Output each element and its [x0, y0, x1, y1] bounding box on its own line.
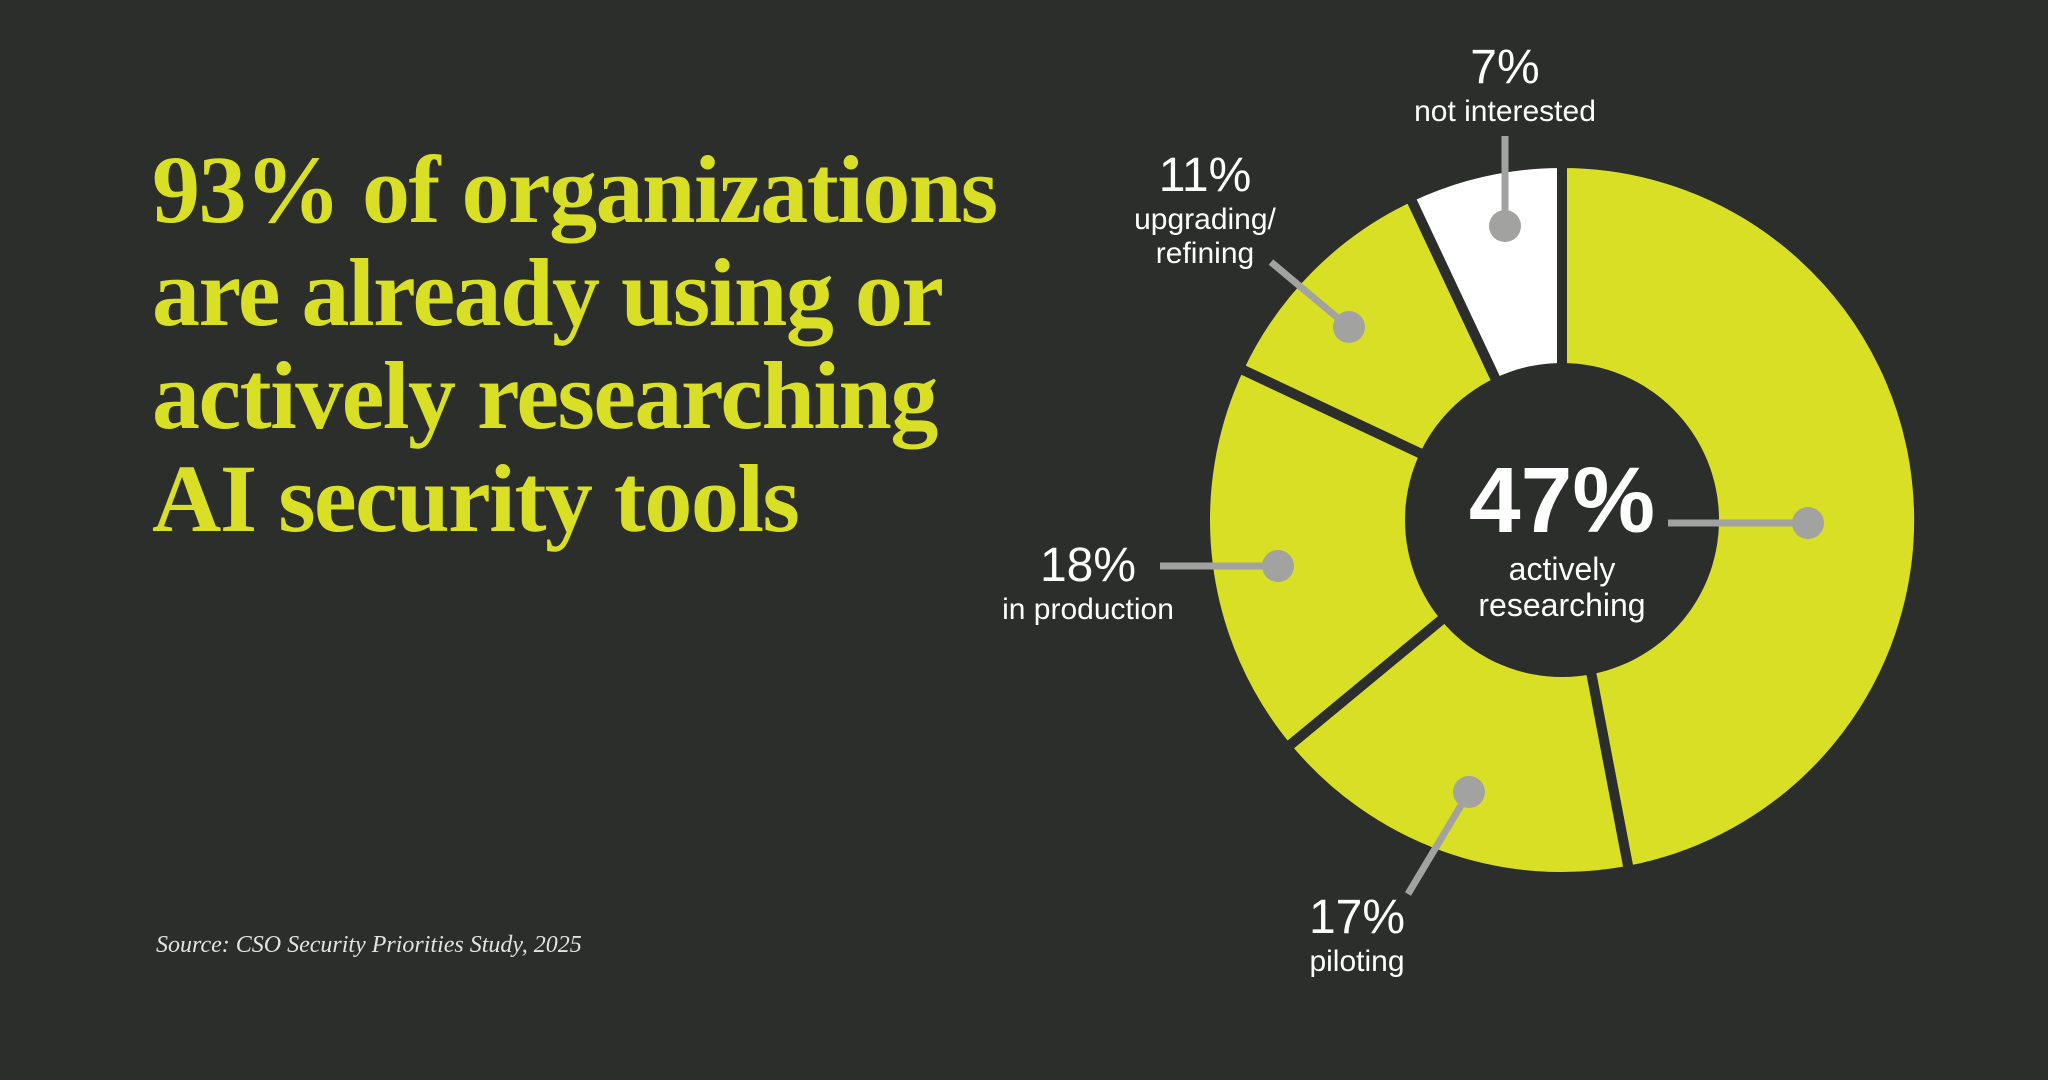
callout-not-interested: 7% not interested — [1414, 40, 1596, 129]
leader-dot-actively-researching — [1792, 507, 1824, 539]
leader-dot-piloting — [1453, 776, 1485, 808]
donut-center-value: 47% — [1468, 448, 1656, 552]
leader-dot-upgrading-refining — [1333, 311, 1365, 343]
callout-in-production-label: in production — [1002, 593, 1174, 626]
headline-line-3: actively researching — [152, 342, 938, 449]
leader-line-upgrading-refining — [1268, 259, 1348, 327]
headline-line-4: AI security tools — [152, 445, 800, 552]
leader-line-piloting — [1404, 795, 1470, 896]
leader-dot-in-production — [1262, 550, 1294, 582]
callout-not-interested-label: not interested — [1414, 95, 1596, 128]
callout-in-production: 18% in production — [1002, 538, 1174, 627]
callout-piloting: 17% piloting — [1309, 890, 1405, 979]
donut-center-sublabel: actively researching — [1478, 551, 1646, 623]
callout-not-interested-value: 7% — [1470, 41, 1540, 94]
callout-in-production-value: 18% — [1039, 539, 1137, 592]
donut-slice-actively-researching — [1557, 157, 1925, 877]
callout-upgrading-refining-label: upgrading/ refining — [1134, 203, 1276, 270]
headline-line-1: 93% of organizations — [152, 136, 998, 243]
callout-piloting-value: 17% — [1308, 891, 1406, 944]
callout-upgrading-refining-value: 11% — [1158, 149, 1252, 202]
leader-dot-not-interested — [1489, 210, 1521, 242]
callout-piloting-label: piloting — [1309, 945, 1405, 978]
callout-upgrading-refining: 11% upgrading/ refining — [1134, 148, 1276, 271]
donut-hole — [1405, 363, 1719, 677]
headline: 93% of organizations are already using o… — [152, 136, 998, 552]
source-citation: Source: CSO Security Priorities Study, 2… — [156, 932, 582, 958]
headline-line-2: are already using or — [152, 239, 944, 346]
donut-center-label: 47% actively researching — [1468, 448, 1656, 624]
